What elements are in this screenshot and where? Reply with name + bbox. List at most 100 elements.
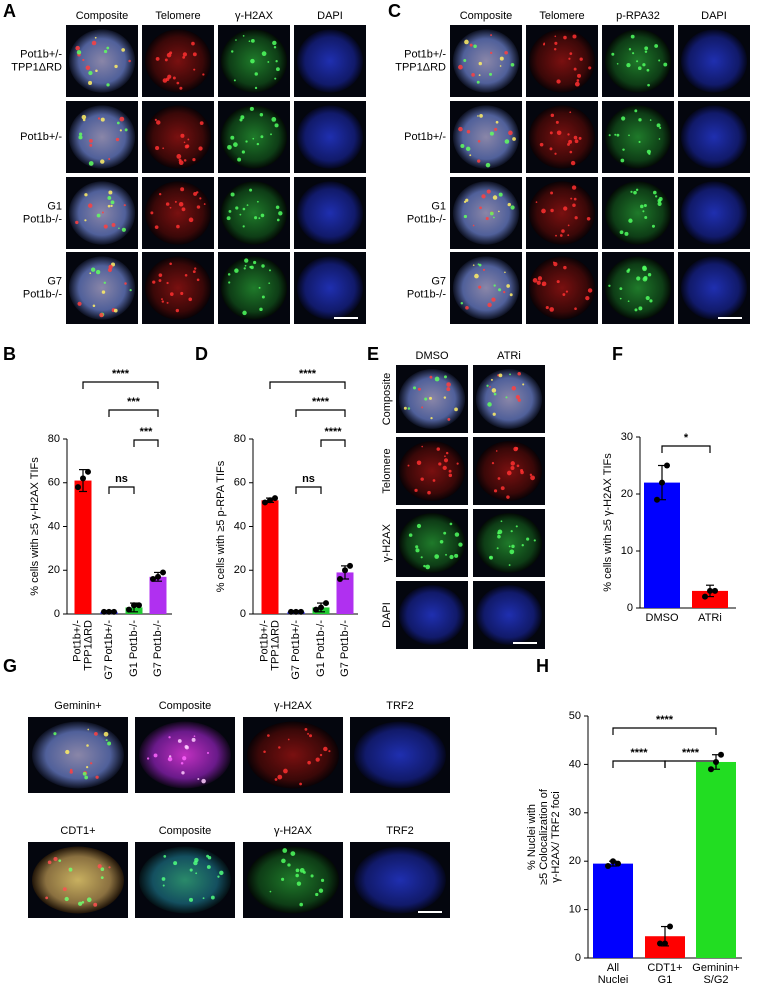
focus <box>281 858 286 864</box>
x-tick-label: G7 Pot1b-/- <box>339 620 351 677</box>
data-point <box>136 602 142 609</box>
focus <box>515 394 520 400</box>
focus <box>627 300 630 303</box>
focus <box>443 531 447 535</box>
focus <box>476 80 480 84</box>
panel-letter: C <box>388 1 401 21</box>
focus <box>469 154 472 157</box>
focus <box>555 120 559 124</box>
focus <box>176 224 180 229</box>
focus <box>193 191 198 196</box>
focus <box>570 160 576 166</box>
focus <box>512 137 516 141</box>
focus <box>611 52 615 56</box>
focus <box>517 398 521 402</box>
focus <box>424 397 428 401</box>
focus <box>438 462 442 466</box>
bar <box>593 863 633 958</box>
focus <box>108 190 113 195</box>
focus <box>642 63 646 67</box>
focus <box>466 129 471 134</box>
data-point <box>106 608 112 615</box>
focus <box>497 477 501 480</box>
focus <box>474 273 479 279</box>
focus <box>630 190 633 193</box>
data-point <box>654 496 660 503</box>
y-tick-label: 0 <box>627 602 633 614</box>
row-label: DAPI <box>381 602 393 628</box>
focus <box>436 447 440 451</box>
y-tick-label: 20 <box>621 488 633 500</box>
focus <box>198 146 203 151</box>
focus <box>250 58 255 64</box>
y-tick-label: 80 <box>234 433 246 445</box>
x-tick-label: G1 <box>658 974 673 986</box>
focus <box>254 72 258 76</box>
focus <box>477 115 479 117</box>
focus <box>432 479 436 482</box>
data-point <box>293 608 299 615</box>
focus <box>493 284 496 287</box>
focus <box>429 375 433 379</box>
focus <box>571 185 577 190</box>
nucleus <box>452 29 520 93</box>
focus <box>78 901 83 906</box>
focus <box>500 486 505 491</box>
focus <box>567 234 570 237</box>
focus <box>242 34 245 37</box>
nucleus <box>475 513 543 573</box>
focus <box>65 749 70 755</box>
data-point <box>298 608 304 615</box>
focus <box>643 204 647 208</box>
focus <box>188 217 194 223</box>
focus <box>194 857 199 863</box>
focus <box>478 285 482 289</box>
focus <box>103 731 109 737</box>
focus <box>307 732 310 735</box>
focus <box>628 48 632 51</box>
focus <box>585 296 590 301</box>
focus <box>563 206 568 211</box>
nucleus <box>680 181 748 245</box>
y-tick-label: 0 <box>240 608 246 620</box>
focus <box>554 35 557 38</box>
focus <box>463 200 467 204</box>
focus <box>520 470 524 475</box>
nucleus <box>296 181 364 245</box>
panel-letter: H <box>536 656 549 676</box>
focus <box>172 76 176 80</box>
focus <box>304 727 308 731</box>
focus <box>620 158 625 163</box>
focus <box>101 211 104 214</box>
focus <box>529 473 533 477</box>
focus <box>299 782 302 786</box>
focus <box>258 286 261 289</box>
focus <box>460 302 464 305</box>
significance-label: *** <box>140 426 154 438</box>
focus <box>261 295 265 299</box>
focus <box>653 190 657 195</box>
focus <box>563 265 567 270</box>
focus <box>245 140 248 143</box>
x-tick-label: TPP1ΔRD <box>269 620 281 671</box>
focus <box>282 848 288 853</box>
focus <box>196 191 199 194</box>
focus <box>515 446 519 450</box>
focus <box>658 138 661 140</box>
y-axis-label: % cells with ≥5 p-RPA TIFs <box>215 460 227 592</box>
focus <box>206 865 211 869</box>
x-tick-label: G7 Pot1b+/- <box>290 620 302 680</box>
focus <box>508 564 511 566</box>
focus <box>240 115 245 120</box>
focus <box>180 291 184 296</box>
focus <box>567 133 570 136</box>
focus <box>439 540 444 544</box>
focus <box>647 83 650 87</box>
focus <box>533 539 536 542</box>
focus <box>124 282 127 285</box>
focus <box>183 141 186 144</box>
focus <box>427 490 431 495</box>
focus <box>497 534 501 539</box>
y-tick-label: 40 <box>48 520 60 532</box>
focus <box>569 111 572 114</box>
